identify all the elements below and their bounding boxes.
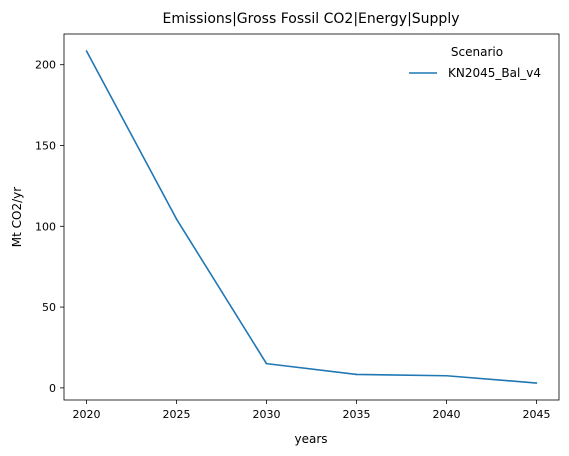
x-tick-label: 2035 xyxy=(343,408,371,421)
legend: Scenario KN2045_Bal_v4 xyxy=(409,45,541,80)
y-axis: 0 50 100 150 200 xyxy=(35,59,64,395)
data-point xyxy=(265,362,268,365)
x-axis-label: years xyxy=(294,432,327,446)
x-tick-label: 2045 xyxy=(523,408,551,421)
data-point xyxy=(445,374,448,377)
data-point xyxy=(175,218,178,220)
y-tick-label: 150 xyxy=(35,139,56,152)
series-line-0 xyxy=(85,50,537,384)
data-point xyxy=(355,373,358,376)
y-tick-label: 200 xyxy=(35,59,56,72)
series-layer xyxy=(85,50,538,384)
legend-entry-label: KN2045_Bal_v4 xyxy=(448,66,541,80)
y-tick-label: 50 xyxy=(42,301,56,314)
chart-title: Emissions|Gross Fossil CO2|Energy|Supply xyxy=(163,11,460,27)
x-axis: 2020 2025 2030 2035 2040 2045 xyxy=(73,400,551,421)
y-axis-label: Mt CO2/yr xyxy=(10,187,24,247)
data-point xyxy=(85,50,88,52)
x-tick-label: 2020 xyxy=(73,408,101,421)
x-tick-label: 2040 xyxy=(433,408,461,421)
x-tick-label: 2025 xyxy=(163,408,191,421)
y-tick-label: 0 xyxy=(49,382,56,395)
y-tick-label: 100 xyxy=(35,220,56,233)
data-point xyxy=(535,382,538,384)
legend-title: Scenario xyxy=(451,45,503,59)
x-tick-label: 2030 xyxy=(253,408,281,421)
plot-area xyxy=(63,33,560,401)
